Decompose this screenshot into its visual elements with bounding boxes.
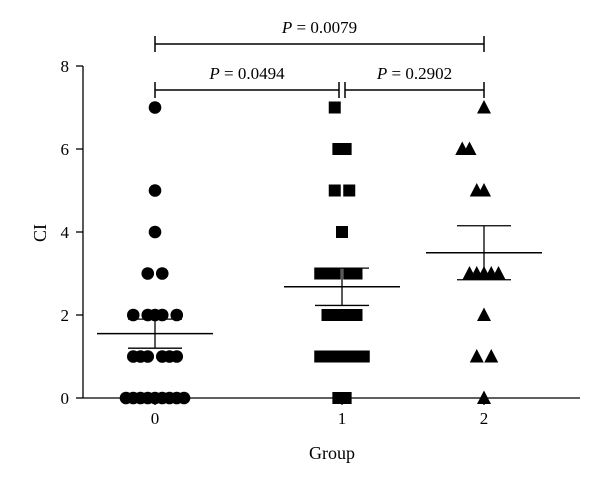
data-point-circle bbox=[141, 350, 155, 363]
data-point-square bbox=[328, 101, 341, 114]
x-axis-label: Group bbox=[309, 443, 355, 463]
y-tick-label: 6 bbox=[61, 140, 70, 159]
data-point-square bbox=[336, 226, 348, 238]
data-point-circle bbox=[170, 308, 184, 322]
data-point-square bbox=[328, 184, 341, 197]
data-point-triangle bbox=[469, 349, 484, 363]
data-point-circle bbox=[126, 308, 140, 322]
significance-brackets: P = 0.0494 P = 0.2902 P = 0.0079 bbox=[154, 18, 485, 98]
axes: 0 2 4 6 8 0 1 2 bbox=[61, 57, 580, 428]
data-point-circle bbox=[170, 350, 184, 363]
data-point-square bbox=[339, 143, 352, 155]
data-point-triangle bbox=[477, 100, 491, 114]
data-point-square bbox=[357, 350, 370, 363]
x-tick-label: 1 bbox=[338, 409, 347, 428]
data-point-circle bbox=[148, 184, 162, 197]
data-point-circle bbox=[148, 225, 162, 239]
data-point-square bbox=[343, 184, 356, 197]
data-point-circle bbox=[141, 267, 155, 280]
data-point-circle bbox=[177, 391, 191, 405]
data-point-square bbox=[350, 267, 363, 280]
y-axis-label: CI bbox=[30, 224, 50, 242]
data-point-triangle bbox=[462, 141, 477, 155]
p-value-label: P = 0.0494 bbox=[208, 64, 285, 83]
data-point-triangle bbox=[491, 266, 506, 280]
data-point-square bbox=[350, 309, 363, 321]
data-point-circle bbox=[155, 267, 169, 280]
mean-sem-bars bbox=[97, 225, 542, 349]
data-point-triangle bbox=[477, 183, 491, 197]
data-point-square bbox=[328, 267, 341, 280]
x-tick-label: 2 bbox=[480, 409, 489, 428]
p-value-label: P = 0.0079 bbox=[281, 18, 357, 37]
data-point-circle bbox=[148, 101, 162, 114]
y-tick-label: 4 bbox=[61, 223, 70, 242]
y-tick-label: 8 bbox=[61, 57, 70, 76]
data-point-circle bbox=[155, 308, 169, 322]
data-point-triangle bbox=[484, 349, 499, 363]
data-point-triangle bbox=[477, 390, 491, 404]
p-value-label: P = 0.2902 bbox=[376, 64, 452, 83]
data-point-square bbox=[339, 392, 352, 404]
data-point-triangle bbox=[477, 307, 491, 321]
data-markers bbox=[119, 100, 506, 405]
y-tick-label: 2 bbox=[61, 306, 70, 325]
y-tick-label: 0 bbox=[61, 389, 70, 408]
x-tick-label: 0 bbox=[151, 409, 160, 428]
